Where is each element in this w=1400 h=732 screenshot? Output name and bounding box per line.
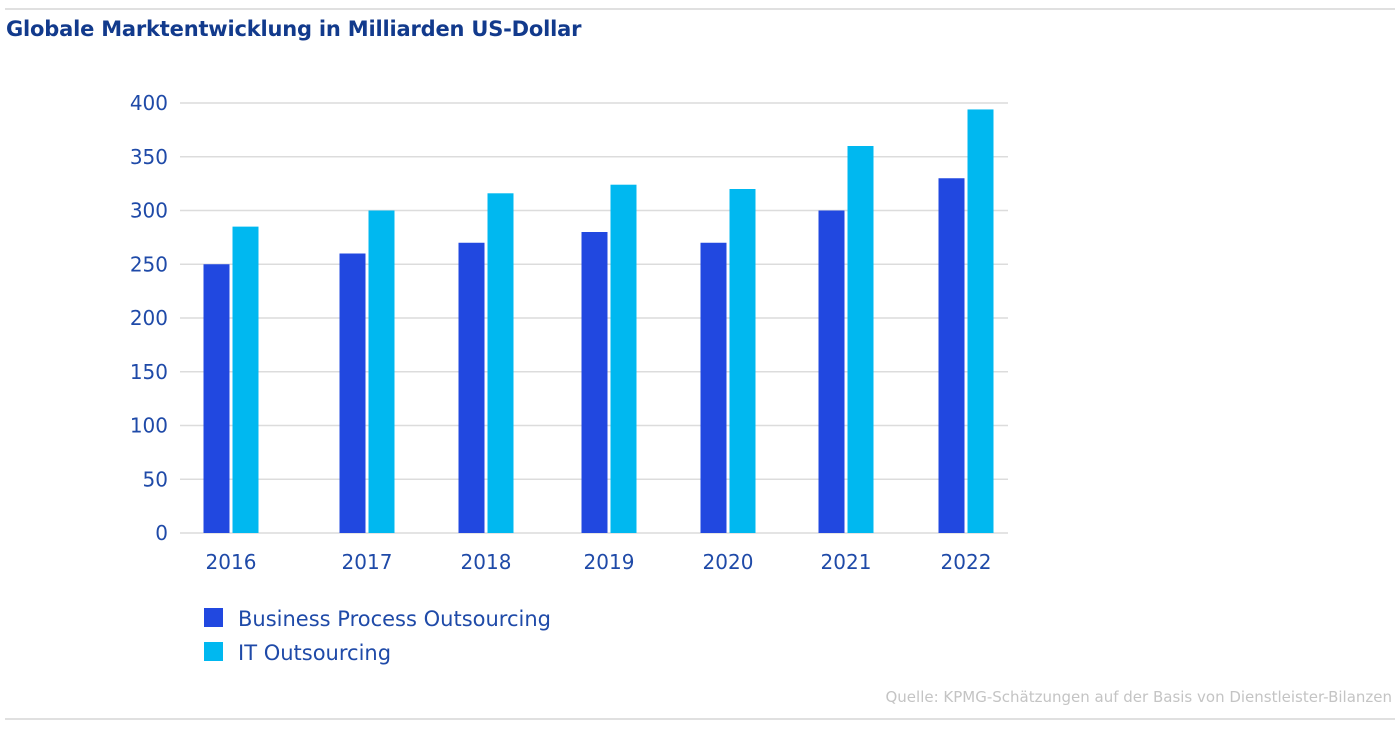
bar-bpo-2021 [818, 210, 845, 533]
bar-ito-2020 [729, 189, 756, 533]
y-tick-label: 200 [130, 306, 168, 330]
legend-label: IT Outsourcing [238, 641, 391, 665]
bar-bpo-2019 [581, 232, 608, 533]
bar-bpo-2018 [458, 242, 485, 533]
y-tick-label: 50 [143, 467, 168, 491]
x-tick-label: 2016 [206, 550, 257, 574]
x-tick-label: 2022 [941, 550, 992, 574]
x-axis-ticks: 2016 2017 2018 2019 2020 2021 2022 [206, 550, 992, 574]
y-tick-label: 100 [130, 414, 168, 438]
x-tick-label: 2017 [342, 550, 393, 574]
bar-bpo-2017 [339, 253, 366, 533]
x-tick-label: 2019 [584, 550, 635, 574]
bar-bpo-2016 [203, 264, 230, 533]
legend-swatch [204, 642, 223, 661]
chart-title: Globale Marktentwicklung in Milliarden U… [6, 17, 582, 41]
source-note: Quelle: KPMG-Schätzungen auf der Basis v… [885, 688, 1392, 706]
y-tick-label: 250 [130, 252, 168, 276]
legend-swatch [204, 608, 223, 627]
bars [203, 109, 994, 534]
x-tick-label: 2020 [703, 550, 754, 574]
top-divider [5, 8, 1395, 10]
y-tick-label: 400 [130, 91, 168, 115]
y-tick-label: 350 [130, 145, 168, 169]
bar-ito-2017 [368, 210, 395, 533]
bar-ito-2019 [610, 184, 637, 533]
bar-ito-2021 [847, 146, 874, 533]
y-axis-ticks: 0 50 100 150 200 250 300 350 400 [130, 91, 168, 545]
legend: Business Process Outsourcing IT Outsourci… [204, 607, 551, 665]
bar-bpo-2022 [938, 178, 965, 533]
x-tick-label: 2018 [461, 550, 512, 574]
bar-ito-2016 [232, 226, 259, 533]
y-tick-label: 300 [130, 199, 168, 223]
bar-ito-2022 [967, 109, 994, 533]
bar-ito-2018 [487, 193, 514, 534]
y-tick-label: 0 [155, 521, 168, 545]
bottom-divider [5, 718, 1395, 720]
bar-bpo-2020 [700, 242, 727, 533]
x-tick-label: 2021 [821, 550, 872, 574]
y-tick-label: 150 [130, 360, 168, 384]
legend-label: Business Process Outsourcing [238, 607, 551, 631]
